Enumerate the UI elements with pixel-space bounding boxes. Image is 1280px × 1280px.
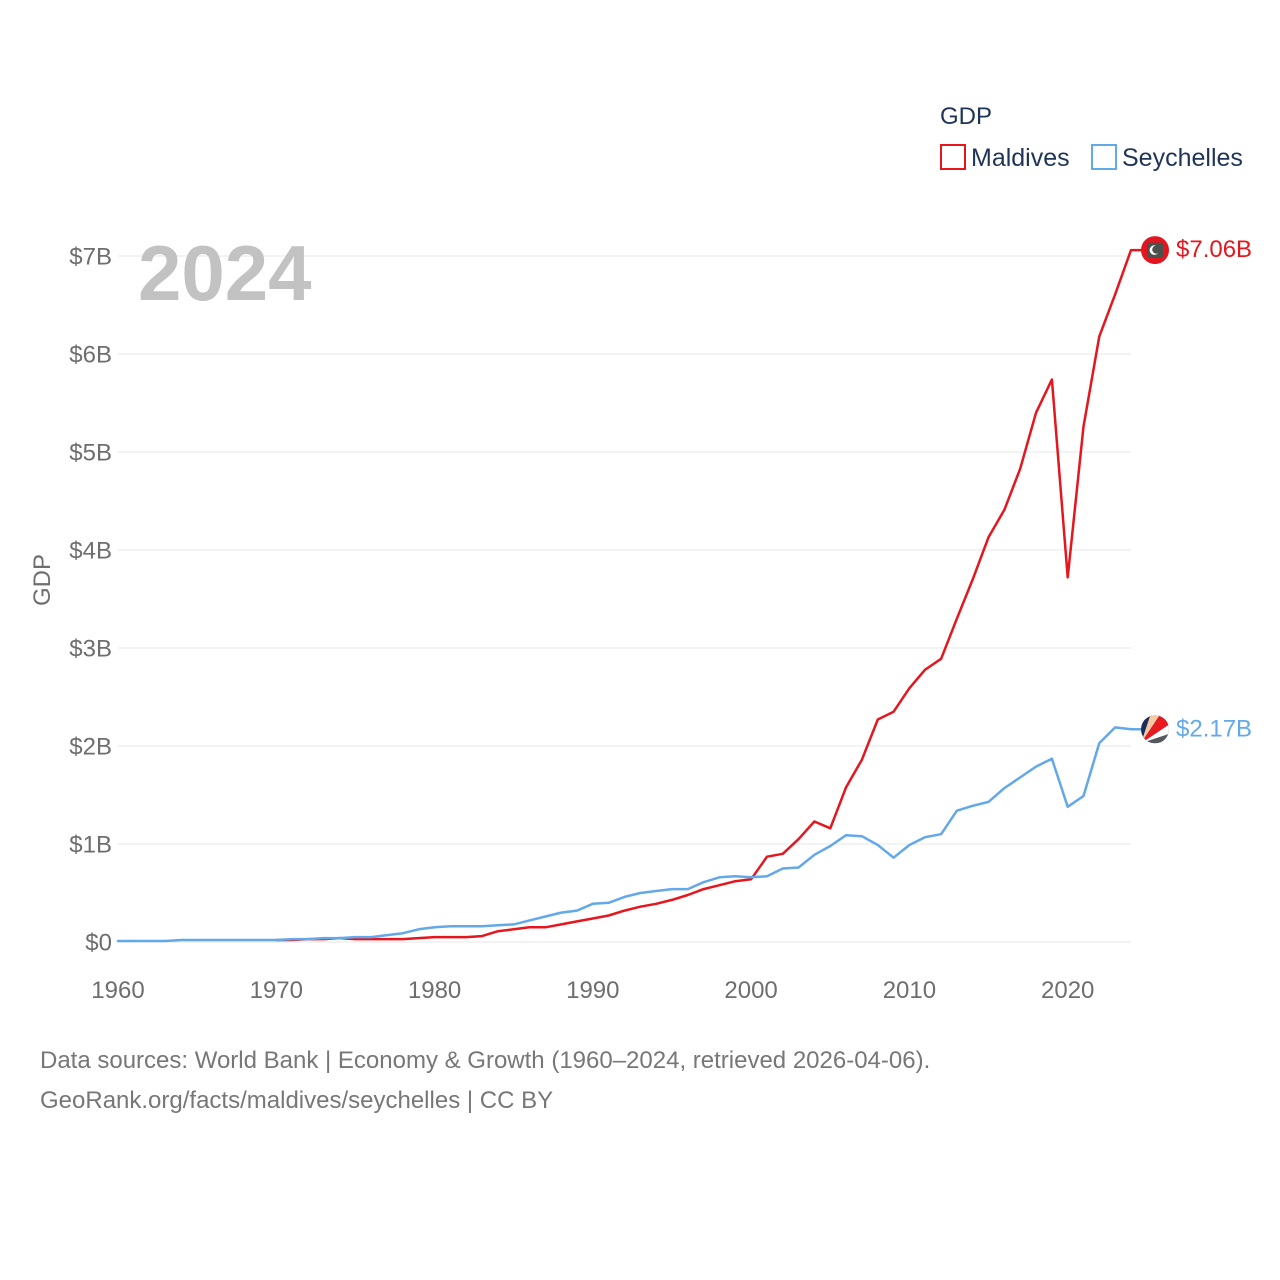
legend-label-seychelles: Seychelles: [1122, 144, 1243, 172]
x-tick-label: 1990: [566, 977, 619, 1004]
x-tick-label: 2010: [883, 977, 936, 1004]
legend-swatch-seychelles: [1091, 144, 1117, 170]
y-tick-label: $2B: [69, 734, 112, 761]
y-tick-label: $5B: [69, 440, 112, 467]
x-tick-label: 2020: [1041, 977, 1094, 1004]
legend-item-maldives[interactable]: Maldives: [940, 144, 1070, 172]
year-label: 2024: [138, 229, 312, 317]
y-axis-title: GDP: [29, 554, 56, 606]
seychelles-flag-icon: [1141, 715, 1169, 744]
y-tick-label: $6B: [69, 342, 112, 369]
series-line-maldives: [275, 248, 1157, 942]
x-tick-label: 1970: [250, 977, 303, 1004]
x-tick-label: 1960: [91, 977, 144, 1004]
end-label-seychelles: $2.17B: [1176, 715, 1252, 742]
x-axis: 1960 1970 1980 1990 2000 2010 2020: [91, 977, 1094, 1004]
legend-item-seychelles[interactable]: Seychelles: [1091, 144, 1243, 172]
series-lines: [116, 248, 1157, 943]
x-tick-label: 2000: [724, 977, 777, 1004]
end-label-maldives: $7.06B: [1176, 236, 1252, 263]
y-tick-label: $4B: [69, 538, 112, 565]
legend-swatch-maldives: [940, 144, 966, 170]
legend-label-maldives: Maldives: [971, 144, 1070, 172]
y-axis: $0 $1B $2B $3B $4B $5B $6B $7B: [69, 244, 112, 957]
end-value-labels: $7.06B $2.17B: [1176, 236, 1252, 742]
y-tick-label: $3B: [69, 636, 112, 663]
footer-attribution: GeoRank.org/facts/maldives/seychelles | …: [40, 1087, 553, 1114]
maldives-flag-icon: [1141, 236, 1169, 265]
gridlines: [118, 255, 1131, 943]
y-tick-label: $1B: [69, 832, 112, 859]
footer-sources: Data sources: World Bank | Economy & Gro…: [40, 1047, 930, 1074]
y-tick-label: $0: [85, 930, 112, 957]
x-tick-label: 1980: [408, 977, 461, 1004]
legend: GDP Maldives Seychelles: [940, 103, 1243, 172]
y-tick-label: $7B: [69, 244, 112, 271]
series-line-seychelles: [116, 726, 1157, 943]
legend-title: GDP: [940, 103, 992, 130]
